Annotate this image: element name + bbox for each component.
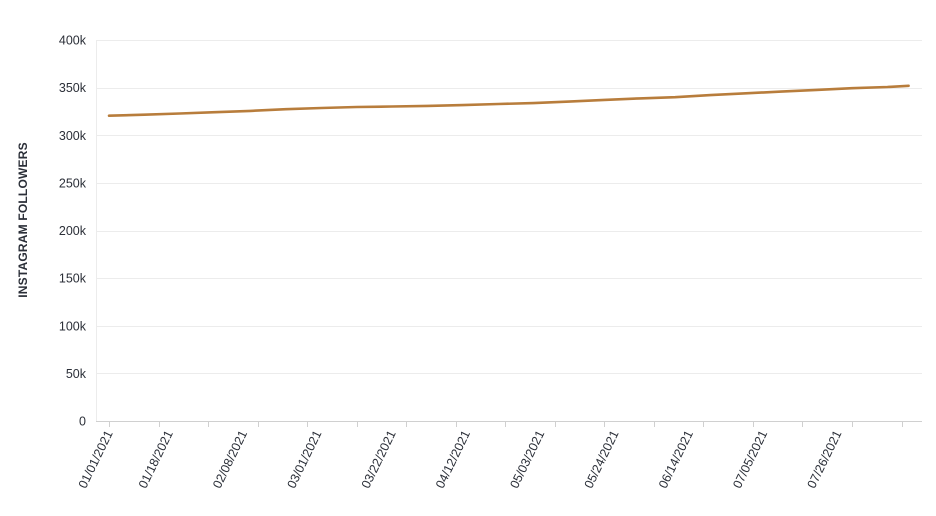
x-tick-label: 02/08/2021 bbox=[210, 428, 250, 490]
series bbox=[107, 84, 910, 117]
x-tick-label: 01/01/2021 bbox=[76, 428, 116, 490]
y-axis-title: INSTAGRAM FOLLOWERS bbox=[16, 142, 30, 298]
x-tick-label: 01/18/2021 bbox=[136, 428, 176, 490]
y-tick-label: 400k bbox=[59, 34, 87, 48]
x-tick-label: 04/12/2021 bbox=[433, 428, 473, 490]
series-line bbox=[107, 84, 910, 117]
x-tick-label: 07/05/2021 bbox=[730, 428, 770, 490]
y-tick-label: 200k bbox=[59, 224, 87, 238]
y-tick-label: 50k bbox=[66, 367, 87, 381]
y-tick-labels: 0 50k 100k 150k 200k 250k 300k 350k 400k bbox=[59, 34, 87, 429]
x-tick-label: 03/01/2021 bbox=[284, 428, 324, 490]
x-tick-labels: 01/01/2021 01/18/2021 02/08/2021 03/01/2021… bbox=[76, 428, 845, 490]
x-tick-label: 05/03/2021 bbox=[507, 428, 547, 490]
y-tick-label: 300k bbox=[59, 129, 87, 143]
y-tick-label: 350k bbox=[59, 81, 87, 95]
x-tick-label: 03/22/2021 bbox=[359, 428, 399, 490]
x-tick-label: 05/24/2021 bbox=[582, 428, 622, 490]
y-tick-label: 150k bbox=[59, 272, 87, 286]
axes bbox=[96, 40, 922, 427]
grid-lines bbox=[96, 40, 922, 374]
x-tick-label: 06/14/2021 bbox=[656, 428, 696, 490]
y-tick-label: 100k bbox=[59, 319, 87, 333]
x-tick-label: 07/26/2021 bbox=[805, 428, 845, 490]
y-tick-label: 0 bbox=[79, 415, 86, 429]
y-tick-label: 250k bbox=[59, 176, 87, 190]
